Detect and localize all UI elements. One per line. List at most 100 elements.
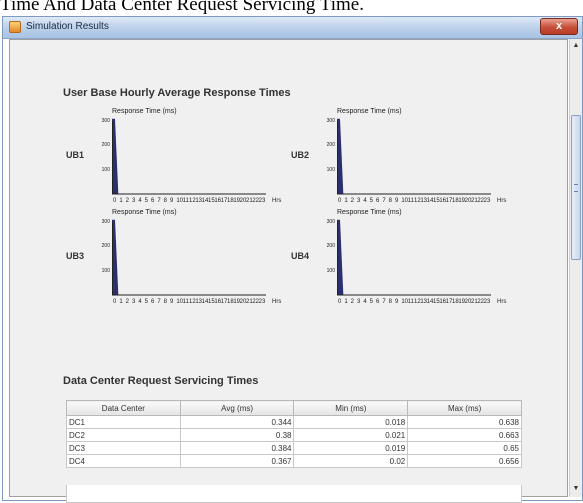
x-tick-label: 11 [182, 198, 189, 204]
vertical-scrollbar[interactable]: ▲ ▼ [569, 39, 582, 497]
col-header-data-center[interactable]: Data Center [66, 400, 181, 416]
x-tick-label: 3 [132, 198, 136, 204]
x-tick-label: 4 [363, 198, 367, 204]
x-tick-label: 8 [163, 299, 167, 305]
x-tick-label: 15 [433, 299, 440, 305]
x-axis-unit-label: Hrs [497, 198, 507, 204]
x-tick-label: 0 [113, 299, 117, 305]
x-tick-label: 23 [258, 198, 266, 204]
x-tick-label: 7 [382, 299, 386, 305]
x-tick-label: 19 [458, 198, 466, 204]
x-tick-label: 11 [407, 299, 414, 305]
scroll-up-arrow-icon[interactable]: ▲ [572, 42, 580, 49]
response-time-axis-title: Response Time (ms) [337, 209, 402, 216]
x-tick-label: 17 [220, 198, 228, 204]
x-tick-label: 21 [471, 198, 478, 204]
x-tick-label: 17 [220, 299, 228, 305]
simulation-results-window: Simulation Results x User Base Hourly Av… [2, 16, 583, 503]
x-tick-label: 0 [113, 198, 117, 204]
x-tick-label: 17 [445, 198, 453, 204]
x-tick-label: 10 [401, 198, 409, 204]
response-bar [112, 219, 119, 295]
table-empty-area [66, 485, 522, 503]
x-tick-label: 20 [239, 198, 247, 204]
y-tick-label: 300 [101, 219, 110, 225]
table-row[interactable]: DC1 0.344 0.018 0.638 [66, 415, 522, 429]
grip-icon [574, 184, 578, 192]
y-tick-label: 200 [101, 243, 110, 250]
scroll-thumb[interactable] [571, 115, 581, 260]
response-time-axis-title: Response Time (ms) [112, 209, 177, 216]
x-tick-label: 6 [376, 198, 380, 204]
x-tick-label: 12 [414, 198, 421, 204]
x-axis-unit-label: Hrs [497, 299, 507, 305]
x-axis-unit-label: Hrs [272, 299, 282, 305]
x-tick-label: 3 [357, 299, 361, 305]
hourly-response-plot [337, 118, 491, 195]
x-tick-label: 19 [233, 299, 241, 305]
x-tick-label: 0 [338, 299, 342, 305]
x-tick-label: 20 [464, 299, 472, 305]
x-tick-label: 7 [157, 299, 161, 305]
x-tick-label: 4 [138, 299, 142, 305]
x-tick-label: 12 [414, 299, 421, 305]
x-tick-label: 16 [214, 299, 222, 305]
scroll-down-arrow-icon[interactable]: ▼ [572, 485, 580, 492]
x-tick-label: 20 [239, 299, 247, 305]
x-tick-label: 10 [176, 299, 184, 305]
x-tick-label: 16 [439, 299, 447, 305]
x-tick-label: 11 [407, 198, 414, 204]
col-header-max[interactable]: Max (ms) [407, 400, 522, 416]
x-tick-label: 1 [119, 299, 123, 305]
y-tick-label: 100 [326, 166, 335, 173]
x-tick-label: 23 [483, 299, 491, 305]
response-bar [112, 118, 119, 194]
y-tick-label: 100 [101, 267, 110, 274]
col-header-avg[interactable]: Avg (ms) [179, 400, 295, 416]
close-button[interactable]: x [540, 18, 578, 35]
x-tick-label: 23 [258, 299, 266, 305]
avg-cell: 0.367 [179, 454, 295, 468]
x-tick-label: 6 [151, 299, 155, 305]
x-tick-label: 14 [426, 299, 434, 305]
x-tick-label: 22 [252, 198, 260, 204]
dc-name-cell: DC1 [66, 415, 181, 429]
x-tick-label: 4 [138, 198, 142, 204]
min-cell: 0.021 [293, 428, 409, 442]
x-tick-label: 12 [189, 299, 196, 305]
x-tick-label: 9 [395, 198, 399, 204]
col-header-min[interactable]: Min (ms) [293, 400, 409, 416]
max-cell: 0.663 [407, 428, 522, 442]
user-base-chart-1: UB1 Response Time (ms) 300 200 100 0 1 2 3 4 5 6 7 8 9… [66, 107, 300, 207]
table-row[interactable]: DC2 0.38 0.021 0.663 [66, 428, 522, 442]
x-tick-label: 22 [252, 299, 260, 305]
avg-cell: 0.384 [179, 441, 295, 455]
x-tick-label: 5 [369, 198, 373, 204]
title-bar[interactable]: Simulation Results x [3, 17, 582, 39]
x-tick-label: 18 [452, 299, 459, 305]
y-tick-label: 200 [101, 142, 110, 149]
table-row[interactable]: DC3 0.384 0.019 0.65 [66, 441, 522, 455]
x-tick-label: 2 [350, 198, 354, 204]
dc-name-cell: DC4 [66, 454, 181, 468]
x-tick-label: 4 [363, 299, 367, 305]
x-tick-label: 16 [214, 198, 222, 204]
x-tick-label: 2 [125, 198, 129, 204]
dc-name-cell: DC2 [66, 428, 181, 442]
hourly-response-plot [337, 219, 491, 296]
x-tick-label: 20 [464, 198, 472, 204]
y-tick-label: 200 [326, 243, 335, 250]
x-tick-label: 0 [338, 198, 342, 204]
response-bar [337, 219, 344, 295]
dc-name-cell: DC3 [66, 441, 181, 455]
x-tick-label: 19 [233, 198, 241, 204]
x-tick-label: 14 [201, 299, 209, 305]
x-tick-label: 8 [163, 198, 167, 204]
page-caption: Time And Data Center Request Servicing T… [0, 0, 364, 15]
x-tick-label: 9 [395, 299, 399, 305]
x-tick-label: 5 [144, 299, 148, 305]
max-cell: 0.656 [407, 454, 522, 468]
max-cell: 0.65 [407, 441, 522, 455]
x-tick-label: 15 [208, 198, 215, 204]
table-row[interactable]: DC4 0.367 0.02 0.656 [66, 454, 522, 468]
